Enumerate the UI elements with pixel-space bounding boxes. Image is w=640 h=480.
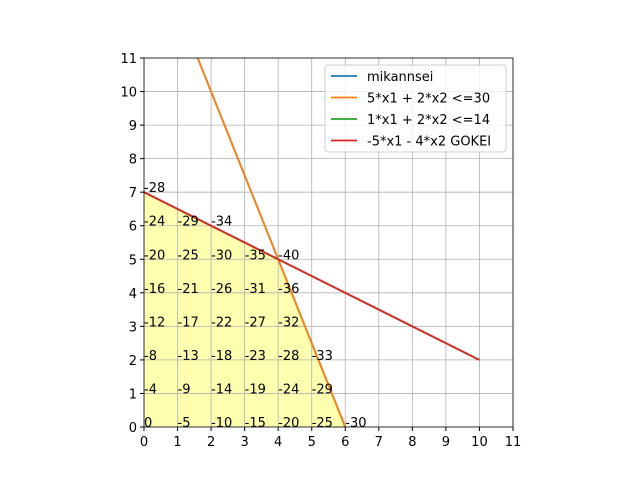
point-label: -13 — [178, 349, 199, 364]
y-tick-label: 10 — [120, 86, 137, 101]
y-tick-label: 9 — [129, 119, 137, 134]
point-label: -30 — [345, 416, 366, 431]
point-label: -33 — [312, 349, 333, 364]
point-label: -8 — [144, 349, 157, 364]
point-label: -35 — [245, 248, 266, 263]
point-label: -12 — [144, 315, 165, 330]
y-tick-label: 11 — [120, 52, 137, 67]
point-label: 0 — [144, 416, 152, 431]
y-tick-label: 2 — [129, 354, 137, 369]
point-label: -21 — [178, 282, 199, 297]
y-tick-label: 4 — [129, 287, 137, 302]
axes-frame — [143, 57, 514, 428]
series-line — [196, 58, 347, 427]
y-tick-label: 0 — [129, 421, 137, 436]
point-label: -29 — [178, 215, 199, 230]
point-label: -27 — [245, 315, 266, 330]
y-tick-label: 8 — [129, 153, 137, 168]
x-tick-label: 11 — [505, 435, 522, 450]
point-label: -31 — [245, 282, 266, 297]
x-tick-label: 2 — [207, 435, 215, 450]
x-tick-label: 3 — [240, 435, 248, 450]
point-label: -16 — [144, 282, 165, 297]
legend-label: mikannsei — [367, 70, 433, 85]
point-label: -22 — [211, 315, 232, 330]
point-label: -20 — [278, 416, 299, 431]
x-tick-label: 9 — [442, 435, 450, 450]
point-label: -18 — [211, 349, 232, 364]
point-label: -14 — [211, 382, 232, 397]
point-label: -36 — [278, 282, 299, 297]
point-label: -26 — [211, 282, 232, 297]
x-tick-label: 1 — [173, 435, 181, 450]
point-label: -4 — [144, 382, 157, 397]
y-tick-label: 1 — [129, 387, 137, 402]
point-label: -24 — [144, 215, 165, 230]
y-tick-label: 5 — [129, 253, 137, 268]
y-tick-label: 6 — [129, 220, 137, 235]
y-tick-label: 7 — [129, 186, 137, 201]
point-label: -28 — [144, 181, 165, 196]
point-label: -9 — [178, 382, 191, 397]
point-label: -34 — [211, 215, 232, 230]
legend-label: 5*x1 + 2*x2 <=30 — [367, 92, 490, 107]
point-label: -10 — [211, 416, 232, 431]
legend-box — [324, 64, 507, 153]
point-label: -19 — [245, 382, 266, 397]
point-label: -15 — [245, 416, 266, 431]
overlay: 0 1 2 3 4 5 6 7 8 9 10 1101234567891011mikannsei5*x… — [120, 52, 521, 450]
point-label: -20 — [144, 248, 165, 263]
series-line — [144, 191, 480, 361]
x-tick-label: 6 — [341, 435, 349, 450]
point-label: -29 — [312, 382, 333, 397]
x-tick-label: 8 — [408, 435, 416, 450]
point-label: -32 — [278, 315, 299, 330]
x-tick-label: 7 — [375, 435, 383, 450]
point-label: -30 — [211, 248, 232, 263]
point-label: -23 — [245, 349, 266, 364]
point-label: -24 — [278, 382, 299, 397]
x-tick-label: 10 — [471, 435, 488, 450]
point-label: -17 — [178, 315, 199, 330]
plot-area: 0 -5 -10 -15 -20 -25 -30-4 -9 -14 -19 -24 -29-8 -13-… — [144, 58, 513, 431]
x-tick-label: 0 — [140, 435, 148, 450]
legend-label: -5*x1 - 4*x2 GOKEI — [367, 135, 491, 150]
point-label: -25 — [178, 248, 199, 263]
x-tick-label: 5 — [308, 435, 316, 450]
point-label: -25 — [312, 416, 333, 431]
legend-label: 1*x1 + 2*x2 <=14 — [367, 113, 490, 128]
point-label: -5 — [178, 416, 191, 431]
y-tick-label: 3 — [129, 320, 137, 335]
x-tick-label: 4 — [274, 435, 282, 450]
point-label: -28 — [278, 349, 299, 364]
point-label: -40 — [278, 248, 299, 263]
